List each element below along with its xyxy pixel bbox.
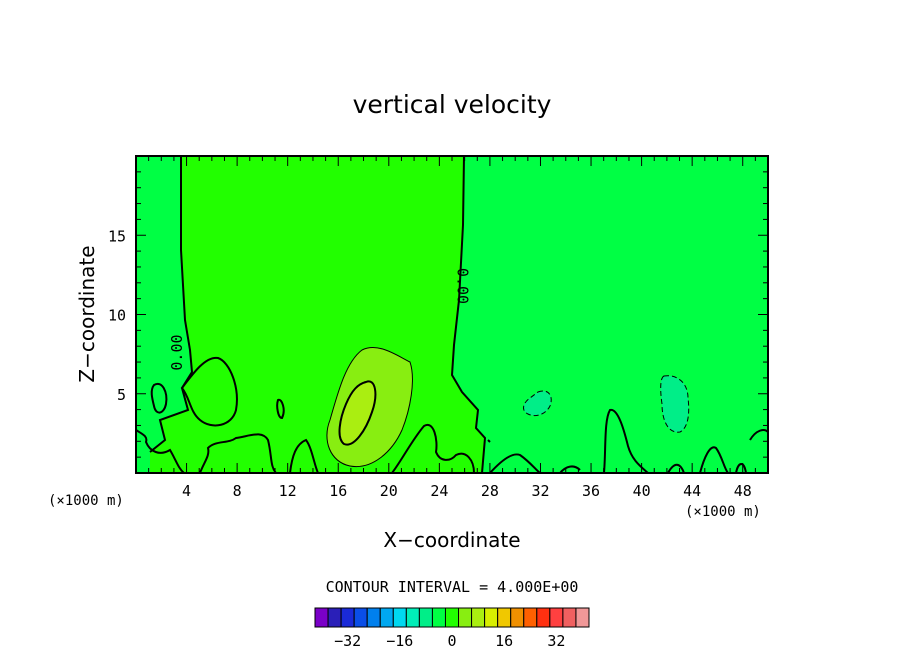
colorbar-tick-label: 32 bbox=[547, 632, 565, 650]
x-tick-label: 20 bbox=[380, 482, 398, 500]
zero-contour-lower-right bbox=[489, 409, 768, 473]
colorbar-swatch bbox=[379, 607, 394, 628]
zero-contour-lower-left bbox=[136, 429, 319, 473]
colorbar-tick-label: 0 bbox=[447, 632, 456, 650]
region-negative-strong-mid bbox=[523, 390, 552, 417]
colorbar-swatch bbox=[314, 607, 329, 628]
y-tick-label: 10 bbox=[108, 307, 126, 325]
colorbar-swatch bbox=[353, 607, 368, 628]
colorbar-swatch bbox=[484, 607, 499, 628]
y-tick-labels: 5 10 15 bbox=[108, 227, 126, 404]
zero-contour-lower-mid bbox=[391, 423, 475, 473]
zero-contour-left-bump bbox=[180, 356, 238, 427]
x-tick-label: 12 bbox=[279, 482, 297, 500]
axis-ticks bbox=[136, 156, 768, 473]
x-tick-label: 8 bbox=[233, 482, 242, 500]
colorbar-swatch bbox=[536, 607, 551, 628]
colorbar-swatch bbox=[392, 607, 407, 628]
colorbar bbox=[314, 607, 590, 628]
colorbar-swatch bbox=[327, 607, 342, 628]
zero-contour-small-left bbox=[150, 382, 168, 414]
zero-contour-small-mid bbox=[276, 398, 491, 443]
x-tick-label: 24 bbox=[430, 482, 448, 500]
x-tick-label: 36 bbox=[582, 482, 600, 500]
contour-labels: 0.00 0.00 bbox=[168, 268, 471, 371]
x-tick-label: 48 bbox=[734, 482, 752, 500]
contour-label: 0.00 bbox=[168, 334, 186, 370]
colorbar-swatch bbox=[562, 607, 577, 628]
region-positive-peak bbox=[339, 381, 376, 445]
colorbar-tick-label: 16 bbox=[495, 632, 513, 650]
y-tick-label: 15 bbox=[108, 227, 126, 245]
x-units-right: (×1000 m) bbox=[685, 504, 761, 520]
colorbar-swatch bbox=[471, 607, 486, 628]
positive-contour-4 bbox=[326, 347, 413, 468]
contour-interval-text: CONTOUR INTERVAL = 4.000E+00 bbox=[326, 578, 579, 596]
colorbar-swatch bbox=[340, 607, 355, 628]
chart-title: vertical velocity bbox=[353, 90, 552, 119]
region-negative-strong-right bbox=[660, 375, 690, 433]
x-tick-labels: 4 8 12 16 20 24 28 32 36 40 44 48 bbox=[182, 482, 752, 500]
positive-contour-8 bbox=[338, 380, 377, 446]
x-tick-label: 44 bbox=[683, 482, 701, 500]
colorbar-swatch bbox=[405, 607, 420, 628]
colorbar-swatch bbox=[418, 607, 433, 628]
x-units-left: (×1000 m) bbox=[48, 493, 124, 509]
colorbar-swatch bbox=[444, 607, 460, 628]
colorbar-tick-labels: −32 −16 0 16 32 bbox=[334, 632, 565, 650]
colorbar-swatch bbox=[523, 607, 538, 628]
colorbar-tick-label: −32 bbox=[334, 632, 361, 650]
contour-label: 0.00 bbox=[454, 268, 472, 304]
y-tick-label: 5 bbox=[117, 386, 126, 404]
zero-contour-right bbox=[450, 156, 487, 473]
x-tick-label: 32 bbox=[531, 482, 549, 500]
colorbar-swatch bbox=[497, 607, 512, 628]
x-tick-label: 40 bbox=[633, 482, 651, 500]
colorbar-swatch bbox=[549, 607, 564, 628]
x-axis-label: X−coordinate bbox=[383, 528, 520, 552]
colorbar-tick-label: −16 bbox=[386, 632, 413, 650]
region-positive-main bbox=[150, 156, 485, 473]
colorbar-swatch bbox=[366, 607, 381, 628]
colorbar-swatch bbox=[458, 607, 473, 628]
x-tick-label: 28 bbox=[481, 482, 499, 500]
colorbar-swatch bbox=[431, 607, 446, 628]
y-axis-label: Z−coordinate bbox=[75, 245, 99, 382]
colorbar-swatch bbox=[510, 607, 525, 628]
x-tick-label: 16 bbox=[329, 482, 347, 500]
x-tick-label: 4 bbox=[182, 482, 191, 500]
colorbar-swatch bbox=[575, 607, 590, 628]
contour-field bbox=[136, 156, 768, 473]
